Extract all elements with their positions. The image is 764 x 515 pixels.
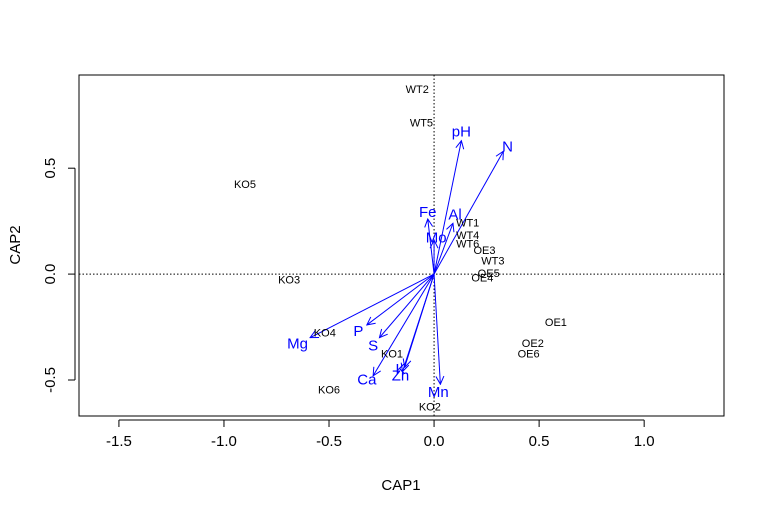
vector-label-n: N	[502, 139, 513, 156]
site-label-ko1: KO1	[381, 349, 403, 361]
site-label-wt2: WT2	[406, 84, 429, 96]
y-tick-label: -0.5	[42, 367, 59, 393]
vector-arrow-mg	[310, 273, 435, 338]
vector-label-mo: Mo	[426, 230, 447, 247]
y-axis-label: CAP2	[7, 225, 24, 264]
vector-arrow-p	[367, 273, 435, 325]
site-label-wt4: WT4	[456, 230, 479, 242]
vector-arrow-ph	[433, 141, 461, 275]
x-tick-label: 1.0	[634, 433, 655, 450]
vector-label-k: K	[395, 361, 405, 378]
y-tick-label: 0.5	[42, 158, 59, 179]
vector-label-ph: pH	[452, 124, 471, 141]
site-label-ko2: KO2	[419, 402, 441, 414]
vector-arrow-mn	[433, 274, 440, 384]
vector-label-al: Al	[448, 206, 461, 223]
x-tick-label: -1.5	[106, 433, 132, 450]
x-axis-label: CAP1	[381, 477, 420, 494]
vector-label-p: P	[353, 323, 363, 340]
site-label-oe6: OE6	[518, 349, 540, 361]
vector-label-zn: Zn	[392, 367, 410, 384]
site-label-wt5: WT5	[410, 118, 433, 130]
vector-arrow-zn	[403, 273, 435, 371]
y-tick-label: 0.0	[42, 264, 59, 285]
site-label-wt6: WT6	[456, 238, 479, 250]
vector-label-mg: Mg	[287, 335, 308, 352]
site-label-ko5: KO5	[234, 179, 256, 191]
site-label-oe1: OE1	[545, 317, 567, 329]
site-label-ko6: KO6	[318, 385, 340, 397]
vector-arrow-ca	[373, 273, 435, 376]
site-label-oe3: OE3	[473, 245, 495, 257]
site-label-ko4: KO4	[314, 327, 336, 339]
x-tick-label: 0.0	[424, 433, 445, 450]
vector-label-ca: Ca	[357, 371, 377, 388]
y-axis: -0.5 0.0 0.5	[42, 158, 76, 393]
site-label-oe4: OE4	[471, 272, 493, 284]
vector-arrow-al	[433, 223, 453, 275]
vector-label-s: S	[368, 338, 378, 355]
site-label-ko3: KO3	[278, 274, 300, 286]
site-label-wt3: WT3	[481, 255, 504, 267]
reference-lines	[79, 75, 724, 416]
x-tick-label: -1.0	[211, 433, 237, 450]
x-tick-label: -0.5	[316, 433, 342, 450]
vector-label-mn: Mn	[428, 384, 449, 401]
site-label-oe5: OE5	[478, 268, 500, 280]
x-tick-label: 0.5	[529, 433, 550, 450]
x-axis: -1.5 -1.0 -0.5 0.0 0.5 1.0	[106, 419, 655, 450]
plot-frame	[78, 74, 725, 417]
vector-arrow-s	[379, 273, 435, 338]
site-label-wt1: WT1	[456, 217, 479, 229]
site-label-oe2: OE2	[522, 338, 544, 350]
vector-label-fe: Fe	[419, 204, 437, 221]
vector-arrow-n	[433, 151, 503, 275]
